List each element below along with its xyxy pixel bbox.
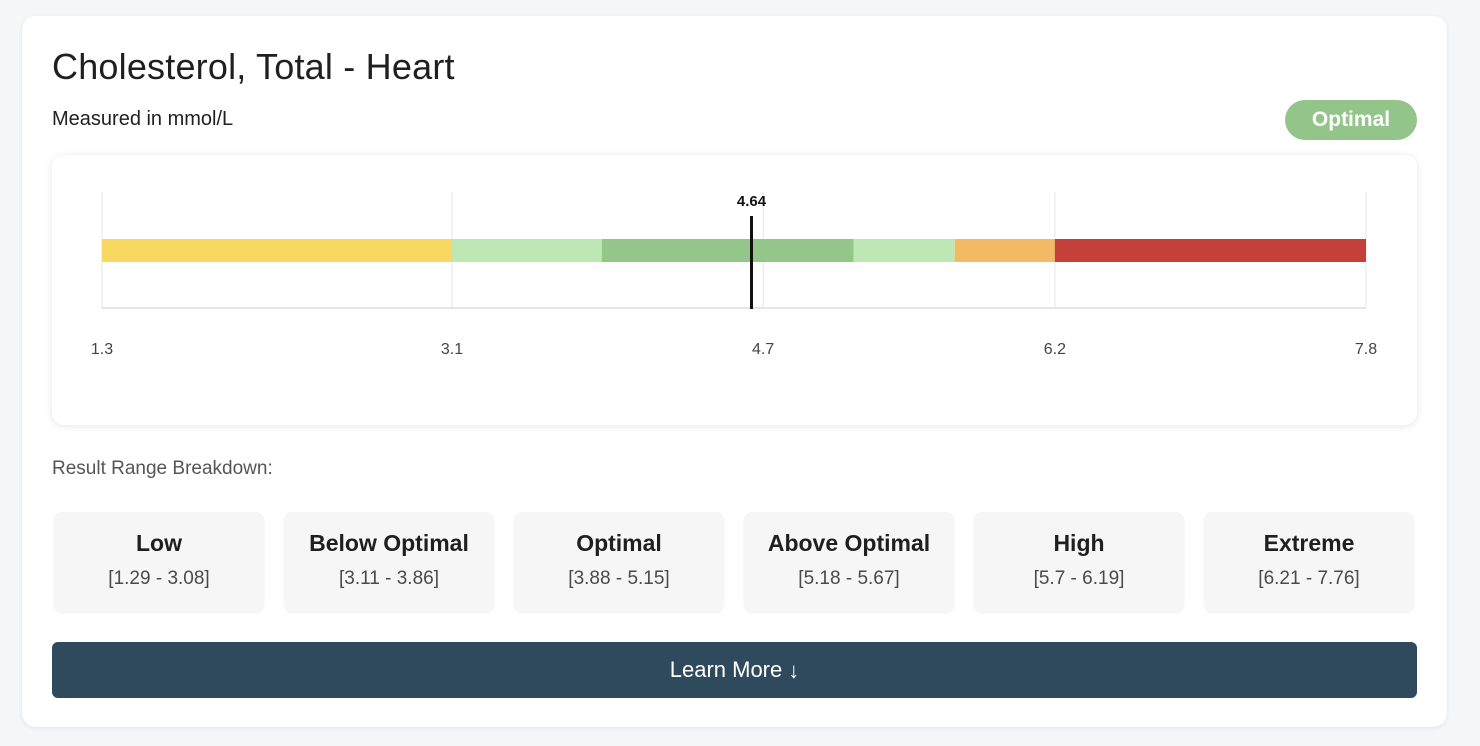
chart-tick-label: 4.7 <box>752 341 774 358</box>
arrow-down-icon: ↓ <box>788 657 800 683</box>
chart-tick-label: 3.1 <box>441 341 463 358</box>
range-name: High <box>1053 530 1105 556</box>
range-card-high: High [5.7 - 6.19] <box>974 512 1184 612</box>
breakdown-label: Result Range Breakdown: <box>52 458 273 479</box>
chart-marker-label: 4.64 <box>737 193 767 210</box>
chart-segment-extreme <box>1054 239 1366 262</box>
chart-segment-high <box>954 239 1055 262</box>
range-card-above-optimal: Above Optimal [5.18 - 5.67] <box>744 512 954 612</box>
range-card-extreme: Extreme [6.21 - 7.76] <box>1204 512 1414 612</box>
chart-segment-below-optimal <box>452 239 602 262</box>
range-name: Low <box>136 530 182 556</box>
page-title: Cholesterol, Total - Heart <box>52 46 455 87</box>
range-breakdown: Low [1.29 - 3.08] Below Optimal [3.11 - … <box>54 512 1416 612</box>
chart-tick-labels: 1.3 3.1 4.7 6.2 7.8 <box>91 341 1377 358</box>
chart-segment-low <box>102 239 453 262</box>
range-span: [5.7 - 6.19] <box>1033 568 1125 589</box>
chart-segment-optimal <box>601 239 854 262</box>
chart-marker: 4.64 <box>737 193 767 309</box>
biomarker-card: Cholesterol, Total - Heart Measured in m… <box>22 16 1447 727</box>
learn-more-label: Learn More <box>669 656 783 682</box>
chart-tick-label: 6.2 <box>1044 341 1066 358</box>
chart-segment-above-optimal <box>853 239 955 262</box>
range-card-optimal: Optimal [3.88 - 5.15] <box>514 512 724 612</box>
range-chart: 1.3 3.1 4.7 6.2 7.8 4.64 <box>91 192 1377 358</box>
range-span: [5.18 - 5.67] <box>798 568 900 589</box>
learn-more-button[interactable]: Learn More ↓ <box>52 642 1417 698</box>
range-span: [3.11 - 3.86] <box>339 568 439 589</box>
chart-tick-label: 7.8 <box>1355 341 1377 358</box>
range-name: Optimal <box>576 530 662 556</box>
range-span: [1.29 - 3.08] <box>108 568 210 589</box>
range-chart-panel: 1.3 3.1 4.7 6.2 7.8 4.64 <box>52 155 1417 425</box>
range-card-below-optimal: Below Optimal [3.11 - 3.86] <box>284 512 494 612</box>
chart-tick-label: 1.3 <box>91 341 113 358</box>
range-name: Above Optimal <box>767 530 931 556</box>
chart-segments <box>102 239 1366 262</box>
range-span: [6.21 - 7.76] <box>1258 568 1360 589</box>
status-badge: Optimal <box>1285 100 1417 140</box>
range-span: [3.88 - 5.15] <box>568 568 670 589</box>
unit-text: Measured in mmol/L <box>52 108 234 130</box>
range-name: Extreme <box>1263 530 1355 556</box>
range-name: Below Optimal <box>309 530 469 556</box>
range-card-low: Low [1.29 - 3.08] <box>54 512 264 612</box>
